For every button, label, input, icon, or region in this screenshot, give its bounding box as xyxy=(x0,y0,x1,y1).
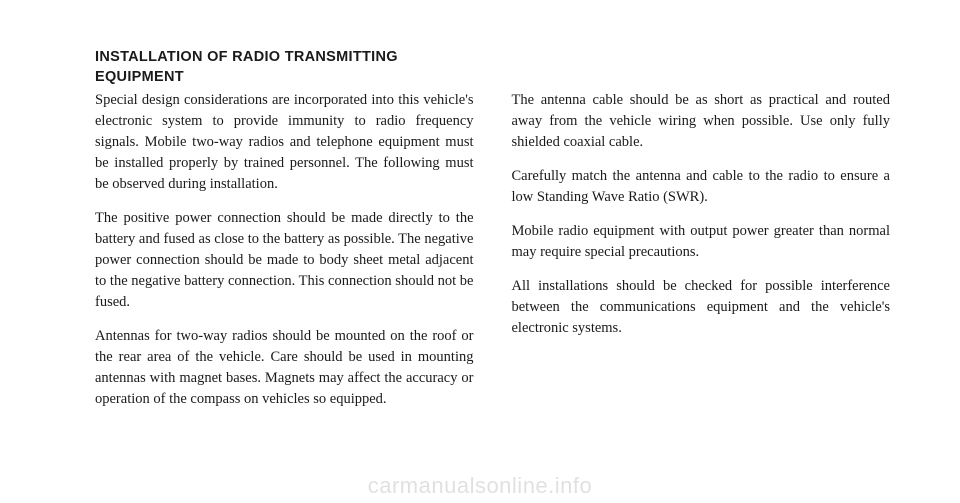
left-paragraph-1: Special design considerations are incorp… xyxy=(95,90,474,195)
left-paragraph-3: Antennas for two-way radios should be mo… xyxy=(95,326,474,410)
left-paragraph-2: The positive power connection should be … xyxy=(95,208,474,313)
columns-container: Special design considerations are incorp… xyxy=(95,90,890,423)
right-paragraph-3: Mobile radio equipment with output power… xyxy=(512,221,891,263)
right-paragraph-4: All installations should be checked for … xyxy=(512,276,891,339)
heading-line-2: EQUIPMENT xyxy=(95,68,890,88)
right-paragraph-1: The antenna cable should be as short as … xyxy=(512,90,891,153)
page-container: INSTALLATION OF RADIO TRANSMITTING EQUIP… xyxy=(0,0,960,423)
section-heading: INSTALLATION OF RADIO TRANSMITTING EQUIP… xyxy=(95,48,890,87)
left-column: Special design considerations are incorp… xyxy=(95,90,474,423)
watermark-text: carmanualsonline.info xyxy=(0,473,960,499)
right-paragraph-2: Carefully match the antenna and cable to… xyxy=(512,166,891,208)
right-column: The antenna cable should be as short as … xyxy=(512,90,891,423)
heading-line-1: INSTALLATION OF RADIO TRANSMITTING xyxy=(95,48,890,68)
